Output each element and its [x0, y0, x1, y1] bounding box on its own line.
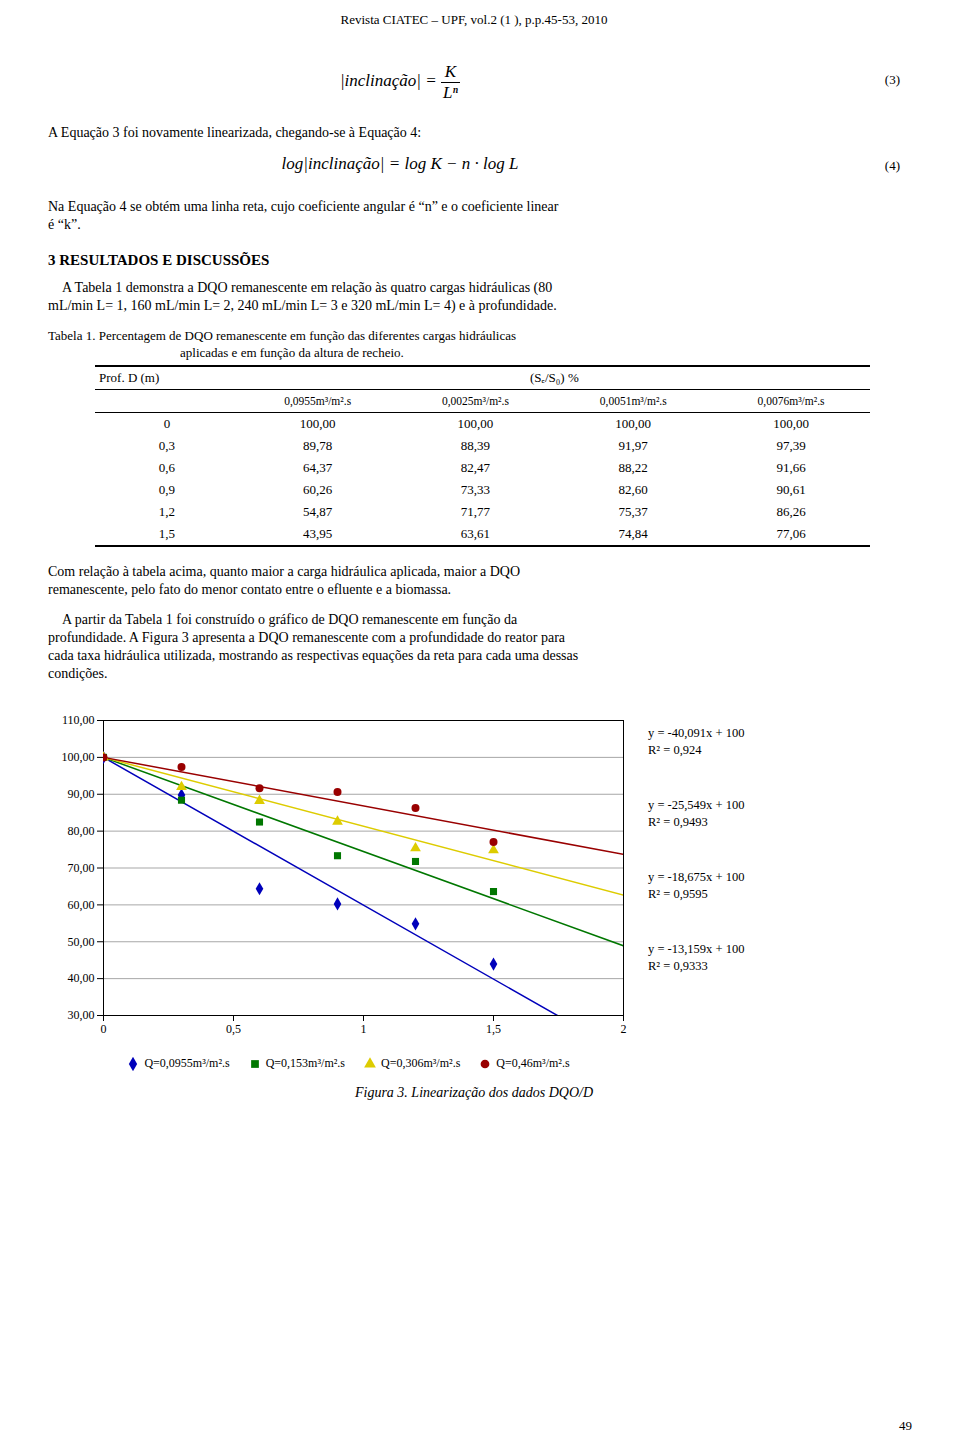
html-text:condições.: condições.: [48, 666, 108, 681]
html-text:91,66: 91,66: [776, 460, 806, 475]
svg-text:60,00: 60,00: [68, 898, 95, 912]
svg-text:90,00: 90,00: [68, 787, 95, 801]
html-text:77,06: 77,06: [776, 526, 806, 541]
svg-text:70,00: 70,00: [68, 861, 95, 875]
html-text:1,2: 1,2: [158, 504, 175, 519]
html-text:71,77: 71,77: [460, 504, 491, 519]
html-text:0,0025m³/m².s: 0,0025m³/m².s: [442, 395, 509, 407]
html-text:0,6: 0,6: [158, 460, 175, 475]
html-text:Q=0,46m³/m².s: Q=0,46m³/m².s: [496, 1056, 570, 1070]
html-text:82,60: 82,60: [618, 482, 648, 497]
html-text:86,26: 86,26: [776, 504, 806, 519]
html-text:y = -13,159x + 100: y = -13,159x + 100: [648, 942, 745, 956]
html-text:aplicadas e em função da altur: aplicadas e em função da altura de reche…: [180, 345, 404, 360]
html-text:A Equação 3 foi novamente line: A Equação 3 foi novamente linearizada, c…: [48, 125, 422, 140]
html-text:1,5: 1,5: [158, 526, 175, 541]
svg-text:40,00: 40,00: [68, 971, 95, 985]
html-text:88,39: 88,39: [460, 438, 491, 453]
html-text:Q=0,153m³/m².s: Q=0,153m³/m².s: [265, 1056, 345, 1070]
html-text:(Sₑ/S₀) %: (Sₑ/S₀) %: [530, 370, 579, 385]
html-text:(3): (3): [884, 72, 900, 87]
html-text:89,78: 89,78: [303, 438, 333, 453]
html-text:Com relação à tabela acima, qu: Com relação à tabela acima, quanto maior…: [48, 564, 520, 579]
svg-text:100,00: 100,00: [62, 750, 95, 764]
html-text:é “k”.: é “k”.: [48, 217, 81, 232]
html-text:63,61: 63,61: [460, 526, 491, 541]
html-text:log|inclinação| = log K − n ·: log|inclinação| = log K − n · log L: [281, 154, 519, 173]
html-text:Q=0,306m³/m².s: Q=0,306m³/m².s: [381, 1056, 461, 1070]
html-text:Q=0,0955m³/m².s: Q=0,0955m³/m².s: [144, 1056, 230, 1070]
html-text:(4): (4): [884, 158, 900, 173]
html-text:100,00: 100,00: [299, 416, 336, 431]
html-text:100,00: 100,00: [773, 416, 809, 431]
html-text:0,9: 0,9: [158, 482, 175, 497]
html-text:0,0076m³/m².s: 0,0076m³/m².s: [757, 395, 825, 407]
html-text:0,0955m³/m².s: 0,0955m³/m².s: [284, 395, 352, 407]
html-text:60,26: 60,26: [303, 482, 333, 497]
svg-text:1: 1: [361, 1022, 367, 1036]
html-text:73,33: 73,33: [460, 482, 491, 497]
html-text:K: K: [444, 62, 457, 81]
html-text:Figura 3. Linearização dos dad: Figura 3. Linearização dos dados DQO/D: [355, 1085, 593, 1100]
svg-text:0,5: 0,5: [226, 1022, 241, 1036]
svg-text:110,00: 110,00: [62, 713, 95, 727]
html-text:R² = 0,9493: R² = 0,9493: [648, 815, 708, 829]
html-text:0: 0: [163, 416, 171, 431]
html-text:R² = 0,9333: R² = 0,9333: [648, 959, 708, 973]
html-text:mL/min L= 1, 160 mL/min L= 2,: mL/min L= 1, 160 mL/min L= 2, 240 mL/min…: [48, 298, 557, 313]
html-text:82,47: 82,47: [460, 460, 491, 475]
svg-text:30,00: 30,00: [68, 1008, 95, 1022]
html-text:75,37: 75,37: [618, 504, 648, 519]
svg-text:0: 0: [101, 1022, 107, 1036]
html-text:R² = 0,9595: R² = 0,9595: [648, 887, 708, 901]
html-text:91,97: 91,97: [618, 438, 648, 453]
html-text:90,61: 90,61: [776, 482, 806, 497]
html-text:R² = 0,924: R² = 0,924: [648, 743, 702, 757]
svg-text:50,00: 50,00: [68, 935, 95, 949]
html-text:remanescente, pelo fato do men: remanescente, pelo fato do menor contato…: [48, 582, 452, 597]
html-text:100,00: 100,00: [615, 416, 652, 431]
html-text:0,0051m³/m².s: 0,0051m³/m².s: [599, 395, 667, 407]
html-text:Lⁿ: Lⁿ: [443, 83, 458, 102]
html-text:Revista CIATEC – UPF, vol.2 (1: Revista CIATEC – UPF, vol.2 (1 ), p.p.45…: [340, 12, 608, 27]
html-text:54,87: 54,87: [303, 504, 333, 519]
html-text:y = -40,091x + 100: y = -40,091x + 100: [648, 726, 745, 740]
html-text:64,37: 64,37: [303, 460, 333, 475]
html-text:Na Equação 4 se obtém uma linh: Na Equação 4 se obtém uma linha reta, cu…: [48, 199, 559, 214]
html-text:100,00: 100,00: [457, 416, 494, 431]
html-text:A Tabela 1 demonstra a DQO rem: A Tabela 1 demonstra a DQO remanescente …: [62, 280, 553, 295]
svg-text:1,5: 1,5: [486, 1022, 501, 1036]
html-text:88,22: 88,22: [618, 460, 648, 475]
html-text:y = -18,675x + 100: y = -18,675x + 100: [648, 870, 745, 884]
html-text:cada taxa hidráulica utilizada: cada taxa hidráulica utilizada, mostrand…: [48, 648, 579, 663]
svg-text:80,00: 80,00: [68, 824, 95, 838]
html-text:0,3: 0,3: [158, 438, 175, 453]
html-text:profundidade. A Figura 3 apres: profundidade. A Figura 3 apresenta a DQO…: [48, 630, 565, 645]
html-text:74,84: 74,84: [618, 526, 648, 541]
html-text:43,95: 43,95: [303, 526, 333, 541]
html-text:A partir da Tabela 1 foi const: A partir da Tabela 1 foi construído o gr…: [62, 612, 518, 627]
html-text:Tabela 1. Percentagem de DQO r: Tabela 1. Percentagem de DQO remanescent…: [48, 328, 517, 343]
html-text:|inclinação| =: |inclinação| =: [339, 71, 437, 91]
html-text:3 RESULTADOS E DISCUSSÕES: 3 RESULTADOS E DISCUSSÕES: [48, 252, 270, 268]
svg-text:2: 2: [621, 1022, 627, 1036]
html-text:Prof. D (m): Prof. D (m): [99, 370, 160, 385]
html-text:49: 49: [899, 1418, 912, 1433]
html-text:y = -25,549x + 100: y = -25,549x + 100: [648, 798, 745, 812]
html-text:97,39: 97,39: [776, 438, 806, 453]
